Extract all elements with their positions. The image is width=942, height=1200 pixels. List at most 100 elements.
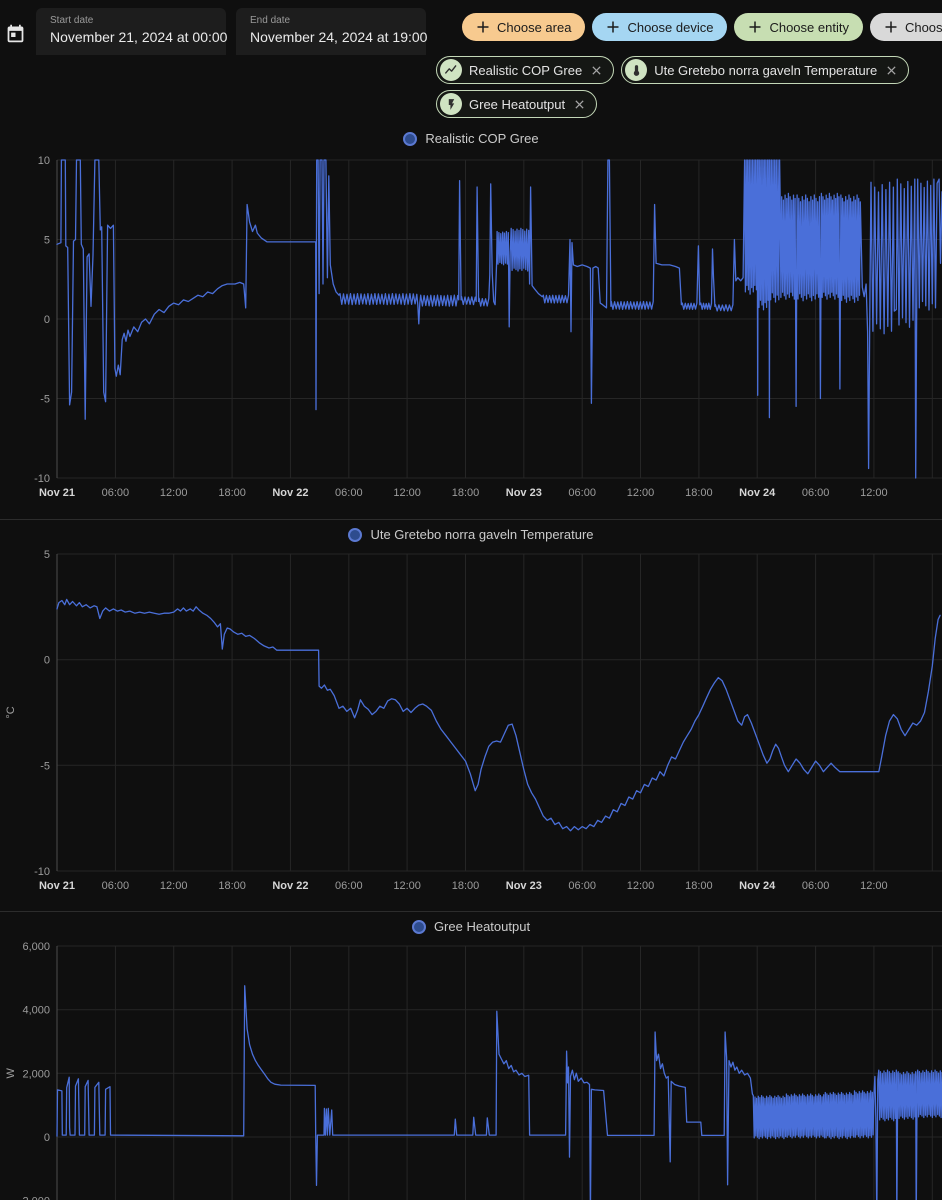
choose-label-label: Choose label (904, 19, 942, 35)
cop-chart-plot[interactable]: Nov 21 06:00 12:00 18:00 Nov 22 06:00 12:00 18:… (0, 124, 942, 519)
x-tick-label: Nov 21 (39, 880, 75, 892)
chart-line-icon (445, 65, 457, 74)
entity-chip-label: Ute Gretebo norra gaveln Temperature (654, 62, 878, 78)
end-date-value: November 24, 2024 at 19:00 (250, 29, 428, 45)
plus-icon (749, 21, 761, 33)
legend-dot-icon (403, 131, 418, 146)
close-icon[interactable] (884, 63, 899, 78)
y-tick-label: 0 (44, 1132, 50, 1144)
choose-area-label: Choose area (497, 19, 572, 35)
x-tick-label: 06:00 (335, 880, 363, 892)
legend-dot-icon (411, 919, 426, 934)
entity-chip-ute-gretebo-temperature[interactable]: Ute Gretebo norra gaveln Temperature (621, 56, 910, 84)
x-tick-label: 18:00 (218, 880, 246, 892)
x-tick-label: Nov 24 (739, 880, 776, 892)
close-icon[interactable] (589, 63, 604, 78)
x-tick-label: 06:00 (568, 487, 596, 499)
entity-chip-gree-heatoutput[interactable]: Gree Heatoutput (436, 90, 598, 118)
y-tick-label: 5 (44, 235, 50, 247)
plus-icon (477, 21, 489, 33)
chart-legend: Ute Gretebo norra gaveln Temperature (0, 527, 942, 542)
y-axis-unit-label: °C (5, 706, 17, 718)
entity-chip-label: Realistic COP Gree (469, 62, 583, 78)
entity-avatar (440, 59, 462, 81)
end-date-label: End date (250, 15, 291, 26)
entity-chip-label: Gree Heatoutput (469, 96, 566, 112)
x-tick-label: 12:00 (393, 880, 421, 892)
y-tick-label: -5 (40, 760, 50, 772)
y-tick-label: 10 (38, 155, 50, 167)
x-tick-label: Nov 23 (506, 880, 542, 892)
x-tick-label: 12:00 (627, 880, 655, 892)
choose-entity-label: Choose entity (769, 19, 849, 35)
choose-device-button[interactable]: Choose device (592, 13, 728, 41)
choose-area-button[interactable]: Choose area (462, 13, 586, 41)
temperature-chart-plot[interactable]: Nov 21 06:00 12:00 18:00 Nov 22 06:00 12:00 18:… (0, 520, 942, 912)
flash-icon (448, 98, 454, 110)
y-tick-label: 2,000 (22, 1068, 50, 1080)
y-tick-label: -5 (40, 394, 50, 406)
y-tick-label: -10 (34, 473, 50, 485)
chart-section-temperature: Ute Gretebo norra gaveln Temperature Nov… (0, 519, 942, 912)
x-tick-label: 18:00 (685, 880, 713, 892)
end-date-field[interactable]: End date November 24, 2024 at 19:00 (236, 8, 428, 55)
y-tick-label: 4,000 (22, 1005, 50, 1017)
series-line (56, 598, 941, 832)
x-tick-label: 06:00 (568, 880, 596, 892)
choose-entity-button[interactable]: Choose entity (734, 13, 863, 41)
y-tick-label: 5 (44, 549, 50, 561)
x-tick-label: 06:00 (802, 880, 830, 892)
chart-title: Gree Heatoutput (433, 919, 531, 934)
x-tick-label: Nov 21 (39, 487, 75, 499)
y-tick-label: -2,000 (19, 1196, 50, 1200)
x-tick-label: 12:00 (860, 880, 888, 892)
x-tick-label: 12:00 (860, 487, 888, 499)
plus-icon (607, 21, 619, 33)
chart-section-heatoutput: Gree Heatoutput 6,000 4,000 2,000 0 -2,000 W (0, 911, 942, 1200)
choose-device-label: Choose device (627, 19, 714, 35)
plus-icon (885, 21, 897, 33)
entity-chip-realistic-cop-gree[interactable]: Realistic COP Gree (436, 56, 615, 84)
x-tick-label: 18:00 (452, 880, 480, 892)
y-tick-label: -10 (34, 866, 50, 878)
choose-label-button[interactable]: Choose label (869, 13, 942, 41)
series-line (56, 159, 942, 479)
x-tick-label: Nov 22 (272, 880, 308, 892)
x-tick-label: 12:00 (160, 880, 188, 892)
thermometer-icon (633, 64, 639, 76)
entity-avatar (625, 59, 648, 81)
chart-title: Realistic COP Gree (425, 131, 539, 146)
close-icon[interactable] (572, 97, 587, 112)
x-tick-label: 18:00 (685, 487, 713, 499)
x-tick-label: Nov 22 (272, 487, 308, 499)
x-tick-label: 12:00 (393, 487, 421, 499)
x-tick-label: 06:00 (802, 487, 830, 499)
x-tick-label: 06:00 (102, 880, 130, 892)
x-tick-label: 06:00 (102, 487, 130, 499)
start-date-value: November 21, 2024 at 00:00 (50, 29, 228, 45)
entity-avatar (440, 93, 462, 115)
x-tick-label: Nov 24 (739, 487, 776, 499)
chart-title: Ute Gretebo norra gaveln Temperature (370, 527, 594, 542)
x-tick-label: 06:00 (335, 487, 363, 499)
y-tick-label: 0 (44, 314, 50, 326)
chart-legend: Gree Heatoutput (0, 919, 942, 934)
series-line (56, 985, 942, 1200)
start-date-label: Start date (50, 15, 94, 26)
x-tick-label: 18:00 (452, 487, 480, 499)
heatoutput-chart-plot[interactable]: 6,000 4,000 2,000 0 -2,000 W (0, 912, 942, 1200)
selected-entity-row-2: Gree Heatoutput (436, 90, 598, 118)
y-tick-label: 6,000 (22, 941, 50, 953)
x-tick-label: 12:00 (627, 487, 655, 499)
x-tick-label: 18:00 (218, 487, 246, 499)
y-axis-unit-label: W (5, 1067, 17, 1078)
start-date-field[interactable]: Start date November 21, 2024 at 00:00 (36, 8, 228, 55)
chart-legend: Realistic COP Gree (0, 131, 942, 146)
calendar-icon[interactable] (5, 23, 26, 44)
x-tick-label: Nov 23 (506, 487, 542, 499)
selected-entity-row-1: Realistic COP Gree Ute Gretebo norra gav… (436, 56, 910, 84)
y-tick-label: 0 (44, 655, 50, 667)
chart-section-realistic-cop: Realistic COP Gree Nov 21 06:00 12:00 18:00… (0, 124, 942, 519)
legend-dot-icon (348, 527, 363, 542)
